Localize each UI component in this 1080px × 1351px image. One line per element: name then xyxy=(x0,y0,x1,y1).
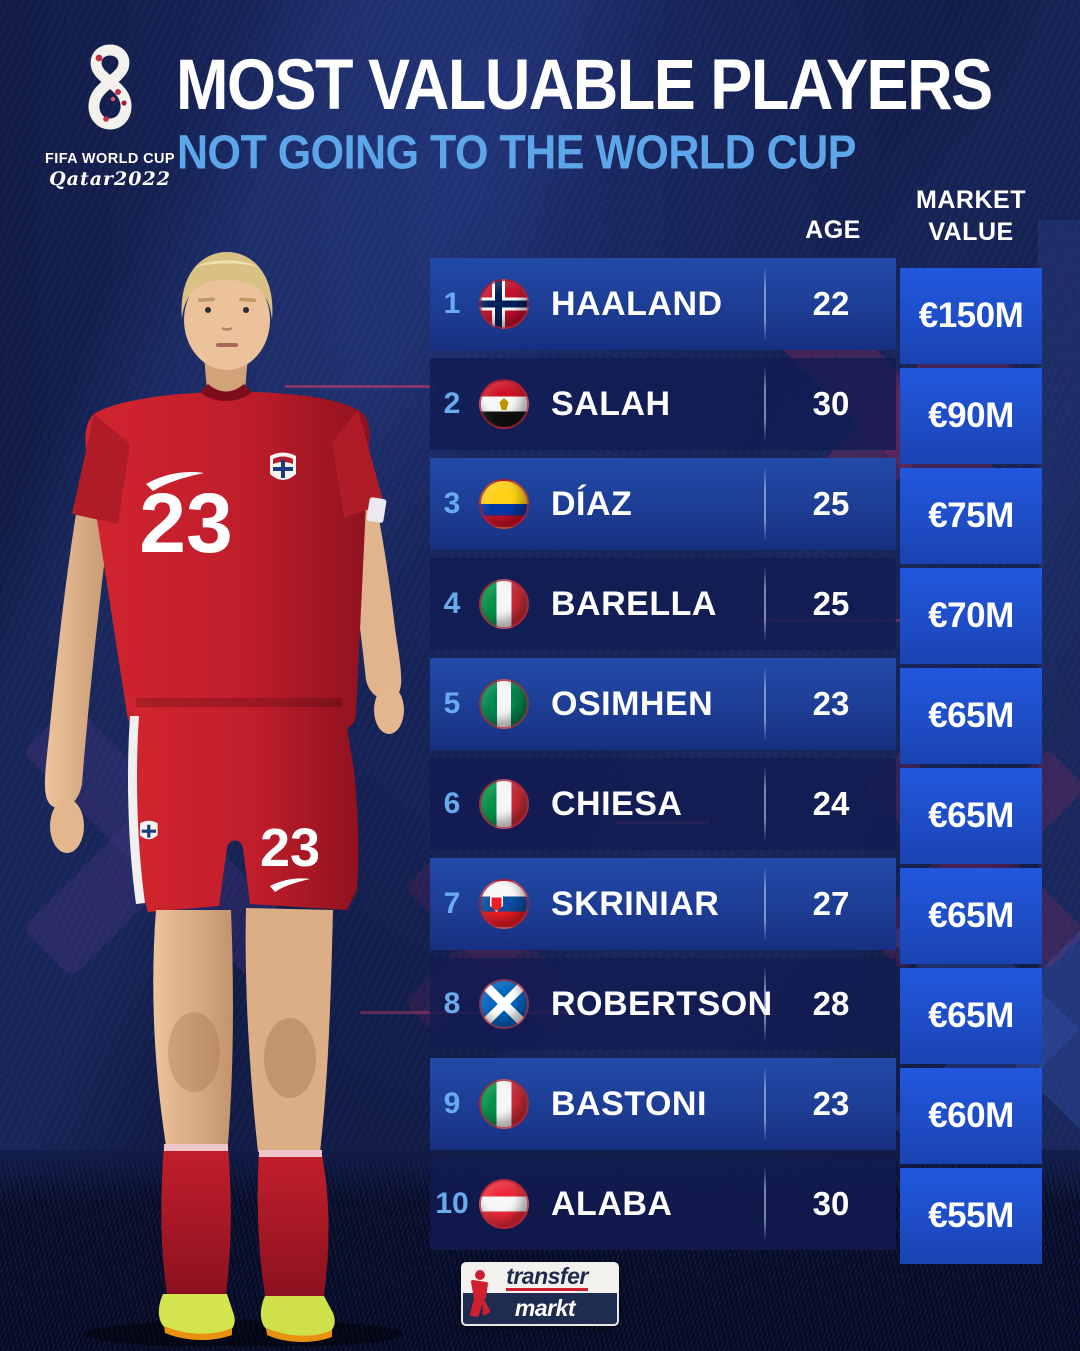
world-cup-emblem-icon xyxy=(88,44,132,130)
market-value: €70M xyxy=(900,568,1042,664)
player-name: ROBERTSON xyxy=(551,984,773,1023)
scotland-flag-icon xyxy=(479,979,529,1029)
age-value: 23 xyxy=(812,685,850,722)
colombia-flag-icon xyxy=(479,479,529,529)
player-name: SKRINIAR xyxy=(551,884,720,923)
market-value: €65M xyxy=(900,968,1042,1064)
rank-label: 1 xyxy=(443,287,461,320)
player-name: BARELLA xyxy=(551,584,717,623)
rank-label: 6 xyxy=(443,787,461,820)
market-value: €65M xyxy=(900,868,1042,964)
market-value: €60M xyxy=(900,1068,1042,1164)
player-photo-haaland: 23 23 xyxy=(44,252,404,1346)
rank-label: 5 xyxy=(443,687,461,720)
fifa-world-cup-logo: FIFA WORLD CUP Qatar2022 xyxy=(42,36,178,190)
row-band: 8 ROBERTSON 28 xyxy=(430,958,896,1050)
background-light-band xyxy=(1038,220,1080,1240)
page-title: MOST VALUABLE PLAYERS xyxy=(176,45,993,125)
fifa-logo-line2: Qatar2022 xyxy=(49,168,171,190)
player-name: HAALAND xyxy=(551,284,723,323)
table-row: 3 DÍAZ 25 €75M xyxy=(430,458,1044,564)
row-band: 2 SALAH 30 xyxy=(430,358,896,450)
market-value: €65M xyxy=(900,668,1042,764)
row-band: 9 BASTONI 23 xyxy=(430,1058,896,1150)
table-row: 9 BASTONI 23 €60M xyxy=(430,1058,1044,1164)
rank-label: 9 xyxy=(443,1087,461,1120)
rank-label: 7 xyxy=(443,887,461,920)
row-band: 5 OSIMHEN 23 xyxy=(430,658,896,750)
market-value: €150M xyxy=(900,268,1042,364)
rank-label: 4 xyxy=(443,587,461,620)
market-value: €90M xyxy=(900,368,1042,464)
table-row: 2 SALAH 30 €90M xyxy=(430,358,1044,464)
fifa-logo-line1: FIFA WORLD CUP xyxy=(45,151,175,167)
transfermarkt-player-icon xyxy=(470,1270,490,1317)
player-name: DÍAZ xyxy=(551,484,633,523)
transfermarkt-logo: transfer markt xyxy=(461,1262,619,1326)
row-band: 6 CHIESA 24 xyxy=(430,758,896,850)
norway-flag-icon xyxy=(479,279,529,329)
table-row: 8 ROBERTSON 28 €65M xyxy=(430,958,1044,1064)
age-value: 28 xyxy=(812,985,850,1022)
player-name: ALABA xyxy=(551,1184,673,1223)
nigeria-flag-icon xyxy=(479,679,529,729)
table-row: 1 HAALAND 22 €150M xyxy=(430,258,1044,364)
row-band: 7 SKRINIAR 27 xyxy=(430,858,896,950)
player-name: OSIMHEN xyxy=(551,684,714,723)
market-value: €75M xyxy=(900,468,1042,564)
age-value: 30 xyxy=(812,1185,850,1222)
market-value: €55M xyxy=(900,1168,1042,1264)
column-header-age: AGE xyxy=(805,216,861,244)
rank-label: 10 xyxy=(435,1187,469,1220)
rank-label: 3 xyxy=(443,487,461,520)
table-row: 7 SKRINIAR 27 €65M xyxy=(430,858,1044,964)
slovakia-flag-icon xyxy=(479,879,529,929)
column-header-market-value: MARKET VALUE xyxy=(916,186,1026,246)
row-band: 4 BARELLA 25 xyxy=(430,558,896,650)
age-value: 27 xyxy=(812,885,850,922)
brand-markt-label: markt xyxy=(514,1295,576,1321)
player-name: SALAH xyxy=(551,384,671,423)
age-value: 24 xyxy=(812,785,850,822)
rank-label: 8 xyxy=(443,987,461,1020)
italy-flag-icon xyxy=(479,1079,529,1129)
table-row: 5 OSIMHEN 23 €65M xyxy=(430,658,1044,764)
austria-flag-icon xyxy=(479,1179,529,1229)
italy-flag-icon xyxy=(479,779,529,829)
brand-transfer-label: transfer xyxy=(506,1264,588,1292)
age-value: 22 xyxy=(812,285,850,322)
player-name: BASTONI xyxy=(551,1084,707,1123)
market-value: €65M xyxy=(900,768,1042,864)
age-value: 30 xyxy=(812,385,850,422)
table-row: 10 ALABA 30 €55M xyxy=(430,1158,1044,1264)
age-value: 25 xyxy=(812,585,850,622)
italy-flag-icon xyxy=(479,579,529,629)
row-band: 10 ALABA 30 xyxy=(430,1158,896,1250)
age-value: 25 xyxy=(812,485,850,522)
row-band: 1 HAALAND 22 xyxy=(430,258,896,350)
player-table: 1 HAALAND 22 €150M 2 SALAH 30 €90M 3 DÍA… xyxy=(430,258,1044,1264)
row-band: 3 DÍAZ 25 xyxy=(430,458,896,550)
page-subtitle: NOT GOING TO THE WORLD CUP xyxy=(177,126,856,180)
player-table-rows: 1 HAALAND 22 €150M 2 SALAH 30 €90M 3 DÍA… xyxy=(430,258,1044,1264)
egypt-flag-icon xyxy=(479,379,529,429)
table-row: 6 CHIESA 24 €65M xyxy=(430,758,1044,864)
table-row: 4 BARELLA 25 €70M xyxy=(430,558,1044,664)
player-name: CHIESA xyxy=(551,784,683,823)
rank-label: 2 xyxy=(443,387,461,420)
age-value: 23 xyxy=(812,1085,850,1122)
svg-text:23: 23 xyxy=(139,476,232,570)
svg-text:23: 23 xyxy=(260,818,320,878)
